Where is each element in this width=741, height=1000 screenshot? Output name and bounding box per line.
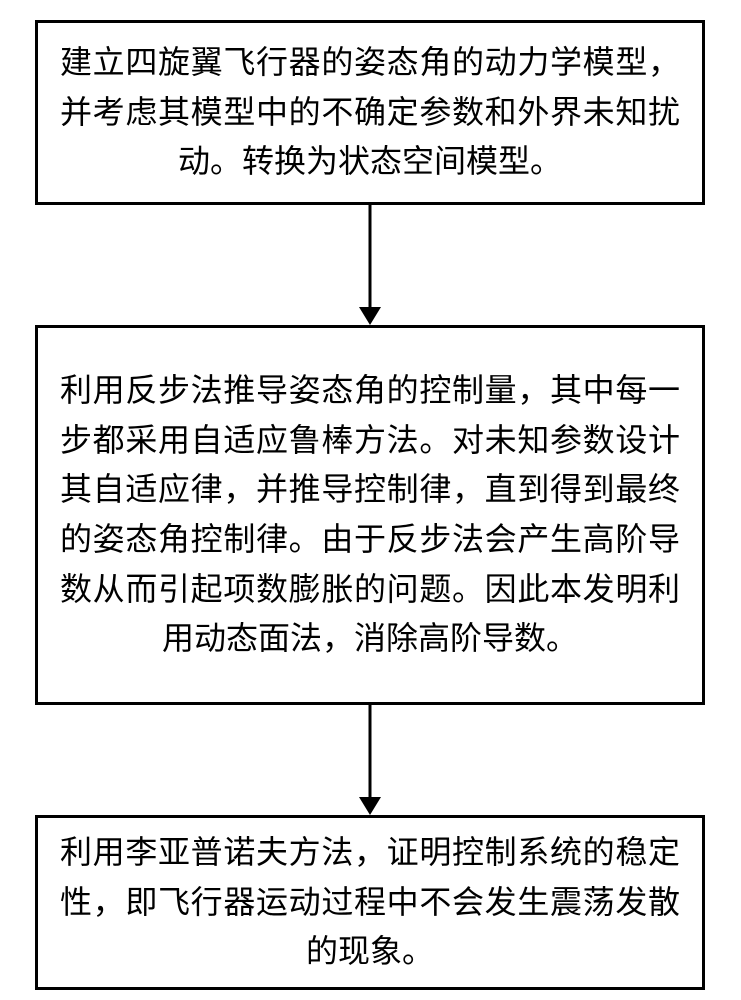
flowchart-node-2-text: 利用反步法推导姿态角的控制量，其中每一步都采用自适应鲁棒方法。对未知参数设计其自… (60, 366, 680, 664)
flowchart-arrow-1 (348, 205, 392, 325)
flowchart-node-1: 建立四旋翼飞行器的姿态角的动力学模型，并考虑其模型中的不确定参数和外界未知扰动。… (35, 20, 705, 205)
flowchart-arrow-2 (348, 705, 392, 815)
flowchart-node-2: 利用反步法推导姿态角的控制量，其中每一步都采用自适应鲁棒方法。对未知参数设计其自… (35, 325, 705, 705)
flowchart-canvas: 建立四旋翼飞行器的姿态角的动力学模型，并考虑其模型中的不确定参数和外界未知扰动。… (0, 0, 741, 1000)
flowchart-node-1-text: 建立四旋翼飞行器的姿态角的动力学模型，并考虑其模型中的不确定参数和外界未知扰动。… (60, 38, 680, 187)
flowchart-node-3: 利用李亚普诺夫方法，证明控制系统的稳定性，即飞行器运动过程中不会发生震荡发散的现… (35, 815, 705, 990)
flowchart-node-3-text: 利用李亚普诺夫方法，证明控制系统的稳定性，即飞行器运动过程中不会发生震荡发散的现… (60, 828, 680, 977)
